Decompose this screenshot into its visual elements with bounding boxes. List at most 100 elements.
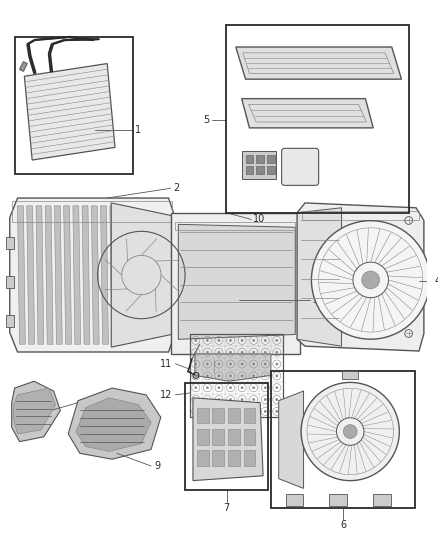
Bar <box>6 237 14 249</box>
Circle shape <box>241 386 243 389</box>
Bar <box>190 335 283 417</box>
Circle shape <box>264 375 266 377</box>
Circle shape <box>206 375 208 377</box>
Circle shape <box>276 386 278 389</box>
Text: 8: 8 <box>81 398 87 408</box>
Circle shape <box>252 375 255 377</box>
Bar <box>175 222 295 230</box>
Bar <box>329 494 347 506</box>
Circle shape <box>230 386 232 389</box>
Text: 1: 1 <box>134 125 141 135</box>
Polygon shape <box>242 99 373 128</box>
Polygon shape <box>25 63 115 160</box>
Circle shape <box>230 363 232 365</box>
Circle shape <box>276 351 278 353</box>
Circle shape <box>241 363 243 365</box>
Circle shape <box>264 398 266 401</box>
Circle shape <box>252 386 255 389</box>
Polygon shape <box>246 166 253 174</box>
Polygon shape <box>170 213 300 354</box>
Polygon shape <box>45 206 53 344</box>
Polygon shape <box>256 166 264 174</box>
Circle shape <box>206 363 208 365</box>
Circle shape <box>206 351 208 353</box>
Polygon shape <box>101 206 108 344</box>
Bar <box>12 201 172 222</box>
Text: 7: 7 <box>223 503 230 513</box>
Circle shape <box>218 339 220 342</box>
Polygon shape <box>228 429 240 445</box>
Polygon shape <box>73 206 81 344</box>
Polygon shape <box>178 224 295 340</box>
Circle shape <box>230 398 232 401</box>
Polygon shape <box>195 354 271 381</box>
Circle shape <box>230 339 232 342</box>
Polygon shape <box>236 47 402 79</box>
Circle shape <box>343 425 357 439</box>
Polygon shape <box>212 450 224 466</box>
Circle shape <box>276 375 278 377</box>
Text: 4: 4 <box>434 276 438 286</box>
Polygon shape <box>10 198 173 352</box>
Circle shape <box>218 375 220 377</box>
Polygon shape <box>246 155 253 163</box>
Circle shape <box>276 410 278 413</box>
Circle shape <box>230 375 232 377</box>
Circle shape <box>218 410 220 413</box>
Circle shape <box>206 339 208 342</box>
Circle shape <box>252 410 255 413</box>
Circle shape <box>276 398 278 401</box>
Bar <box>302 211 419 221</box>
Polygon shape <box>193 398 263 481</box>
Text: 6: 6 <box>340 520 346 530</box>
Polygon shape <box>54 206 62 344</box>
Circle shape <box>241 339 243 342</box>
Polygon shape <box>18 206 25 344</box>
Polygon shape <box>92 206 99 344</box>
Circle shape <box>206 410 208 413</box>
Polygon shape <box>82 206 90 344</box>
Circle shape <box>194 410 197 413</box>
Bar <box>271 372 415 508</box>
Polygon shape <box>267 155 275 163</box>
Circle shape <box>241 398 243 401</box>
Circle shape <box>252 351 255 353</box>
Polygon shape <box>244 408 255 423</box>
Polygon shape <box>110 206 118 344</box>
Circle shape <box>194 363 197 365</box>
Polygon shape <box>14 388 56 434</box>
Text: 3: 3 <box>313 295 319 305</box>
Circle shape <box>252 339 255 342</box>
Circle shape <box>230 351 232 353</box>
Bar <box>373 494 391 506</box>
Polygon shape <box>212 408 224 423</box>
Circle shape <box>276 339 278 342</box>
Polygon shape <box>111 203 172 347</box>
Circle shape <box>218 398 220 401</box>
Polygon shape <box>212 429 224 445</box>
Bar <box>14 37 134 174</box>
Polygon shape <box>297 203 424 351</box>
Circle shape <box>252 398 255 401</box>
Polygon shape <box>267 166 275 174</box>
Circle shape <box>206 398 208 401</box>
Circle shape <box>362 271 380 289</box>
Polygon shape <box>256 155 264 163</box>
Circle shape <box>301 382 399 481</box>
Text: 9: 9 <box>154 461 160 471</box>
Polygon shape <box>197 408 208 423</box>
Bar <box>185 383 268 490</box>
Polygon shape <box>279 391 304 488</box>
Circle shape <box>218 386 220 389</box>
Circle shape <box>241 410 243 413</box>
Circle shape <box>194 375 197 377</box>
Text: 12: 12 <box>160 390 173 400</box>
Circle shape <box>218 363 220 365</box>
Polygon shape <box>36 206 44 344</box>
Bar <box>6 276 14 288</box>
Circle shape <box>264 339 266 342</box>
Circle shape <box>230 410 232 413</box>
Polygon shape <box>244 450 255 466</box>
Bar <box>286 494 303 506</box>
Polygon shape <box>228 450 240 466</box>
